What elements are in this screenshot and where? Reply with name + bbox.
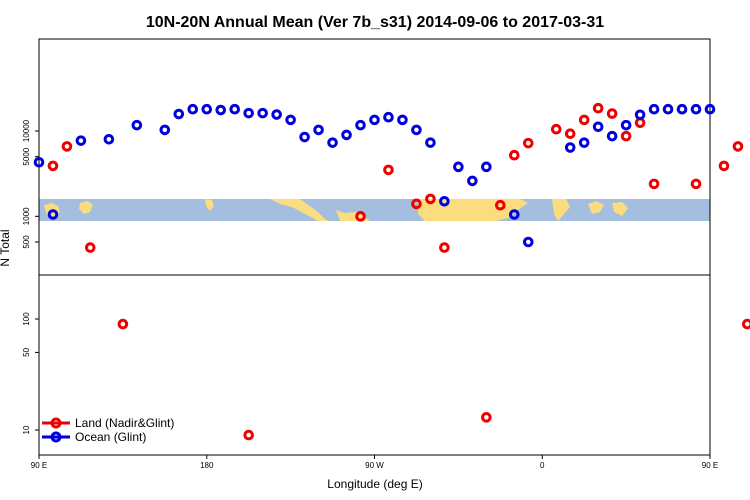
land-point: [620, 130, 632, 142]
legend: Land (Nadir&Glint) Ocean (Glint): [42, 416, 174, 444]
land-point: [243, 429, 254, 441]
ocean-point: [690, 103, 702, 115]
land-point: [718, 160, 730, 172]
x-axis: 90 E 180 90 W 0 90 E: [31, 455, 718, 470]
ocean-point: [662, 103, 674, 115]
ocean-point: [620, 119, 632, 131]
y-tick-label: 10000: [22, 119, 31, 142]
land-point: [732, 141, 744, 152]
y-axis: 10 50 100 500 1000 5000 10000: [22, 119, 39, 434]
upper-panel-frame: [38, 38, 711, 276]
land-point: [495, 199, 506, 211]
ocean-point: [257, 107, 268, 119]
ocean-point: [439, 195, 450, 207]
ocean-point: [676, 103, 688, 115]
ocean-point: [103, 133, 115, 145]
land-point: [411, 198, 422, 210]
legend-ocean-marker: [50, 431, 62, 443]
land-point: [355, 211, 366, 222]
ocean-point: [47, 209, 59, 220]
ocean-point: [313, 124, 324, 136]
ocean-point: [481, 161, 492, 173]
ocean-point: [369, 114, 380, 126]
legend-land-label: Land (Nadir&Glint): [75, 416, 174, 430]
ocean-point: [243, 107, 254, 119]
land-point: [47, 160, 59, 172]
ocean-point: [453, 161, 464, 173]
ocean-point: [299, 131, 310, 143]
ocean-point: [173, 108, 185, 120]
ocean-point: [397, 114, 408, 126]
ocean-point: [159, 124, 171, 136]
x-tick-label: 180: [200, 461, 214, 470]
ocean-point: [383, 111, 394, 123]
x-tick-label: 0: [540, 461, 545, 470]
land-point: [592, 102, 604, 114]
land-point: [481, 412, 492, 423]
x-tick-label: 90 E: [31, 461, 47, 470]
y-tick-label: 5000: [22, 147, 31, 165]
ocean-point: [606, 130, 618, 142]
y-tick-label: 10: [22, 425, 31, 434]
ocean-point: [271, 109, 282, 120]
ocean-point: [508, 209, 520, 220]
land-point: [606, 108, 618, 119]
land-point: [634, 117, 646, 129]
ocean-point: [327, 137, 338, 148]
ocean-point: [467, 175, 478, 187]
ocean-point: [425, 137, 436, 148]
y-tick-label: 500: [22, 235, 31, 249]
ocean-point: [187, 103, 199, 115]
land-point: [508, 149, 520, 161]
ocean-point: [131, 119, 143, 131]
legend-land-marker: [50, 417, 62, 429]
ocean-point: [564, 142, 576, 153]
land-point: [383, 164, 394, 176]
ocean-point: [411, 124, 422, 136]
ocean-point: [229, 103, 241, 115]
land-point: [550, 123, 562, 135]
x-tick-label: 90 W: [365, 461, 384, 470]
ocean-point: [578, 137, 590, 148]
legend-ocean-label: Ocean (Glint): [75, 430, 146, 444]
chart-title: 10N-20N Annual Mean (Ver 7b_s31) 2014-09…: [146, 14, 604, 31]
x-tick-label: 90 E: [702, 461, 718, 470]
ocean-point: [215, 104, 227, 116]
ocean-point: [704, 103, 716, 115]
ocean-point: [648, 103, 660, 115]
land-point: [61, 141, 73, 152]
land-point: [425, 193, 436, 205]
y-axis-label: N Total: [0, 229, 12, 266]
ocean-point: [75, 135, 87, 146]
x-axis-label: Longitude (deg E): [327, 477, 422, 491]
y-tick-label: 1000: [22, 207, 31, 225]
ocean-point: [201, 103, 213, 115]
ocean-point: [33, 156, 45, 168]
land-point: [690, 178, 702, 190]
world-map-strip: [39, 199, 710, 221]
ocean-point: [592, 121, 604, 133]
ocean-point: [341, 129, 352, 141]
land-point: [117, 318, 129, 330]
ocean-point: [634, 109, 646, 121]
land-point: [84, 242, 96, 253]
land-point: [522, 137, 534, 149]
land-point: [648, 178, 660, 190]
land-point: [564, 128, 576, 139]
ocean-point: [522, 236, 534, 248]
ocean-point: [285, 114, 296, 126]
land-point: [439, 242, 450, 253]
data-points: [33, 102, 750, 441]
land-point: [578, 114, 590, 126]
land-point: [741, 318, 750, 330]
y-tick-label: 50: [22, 347, 31, 356]
y-tick-label: 100: [22, 312, 31, 326]
ocean-point: [355, 119, 366, 131]
